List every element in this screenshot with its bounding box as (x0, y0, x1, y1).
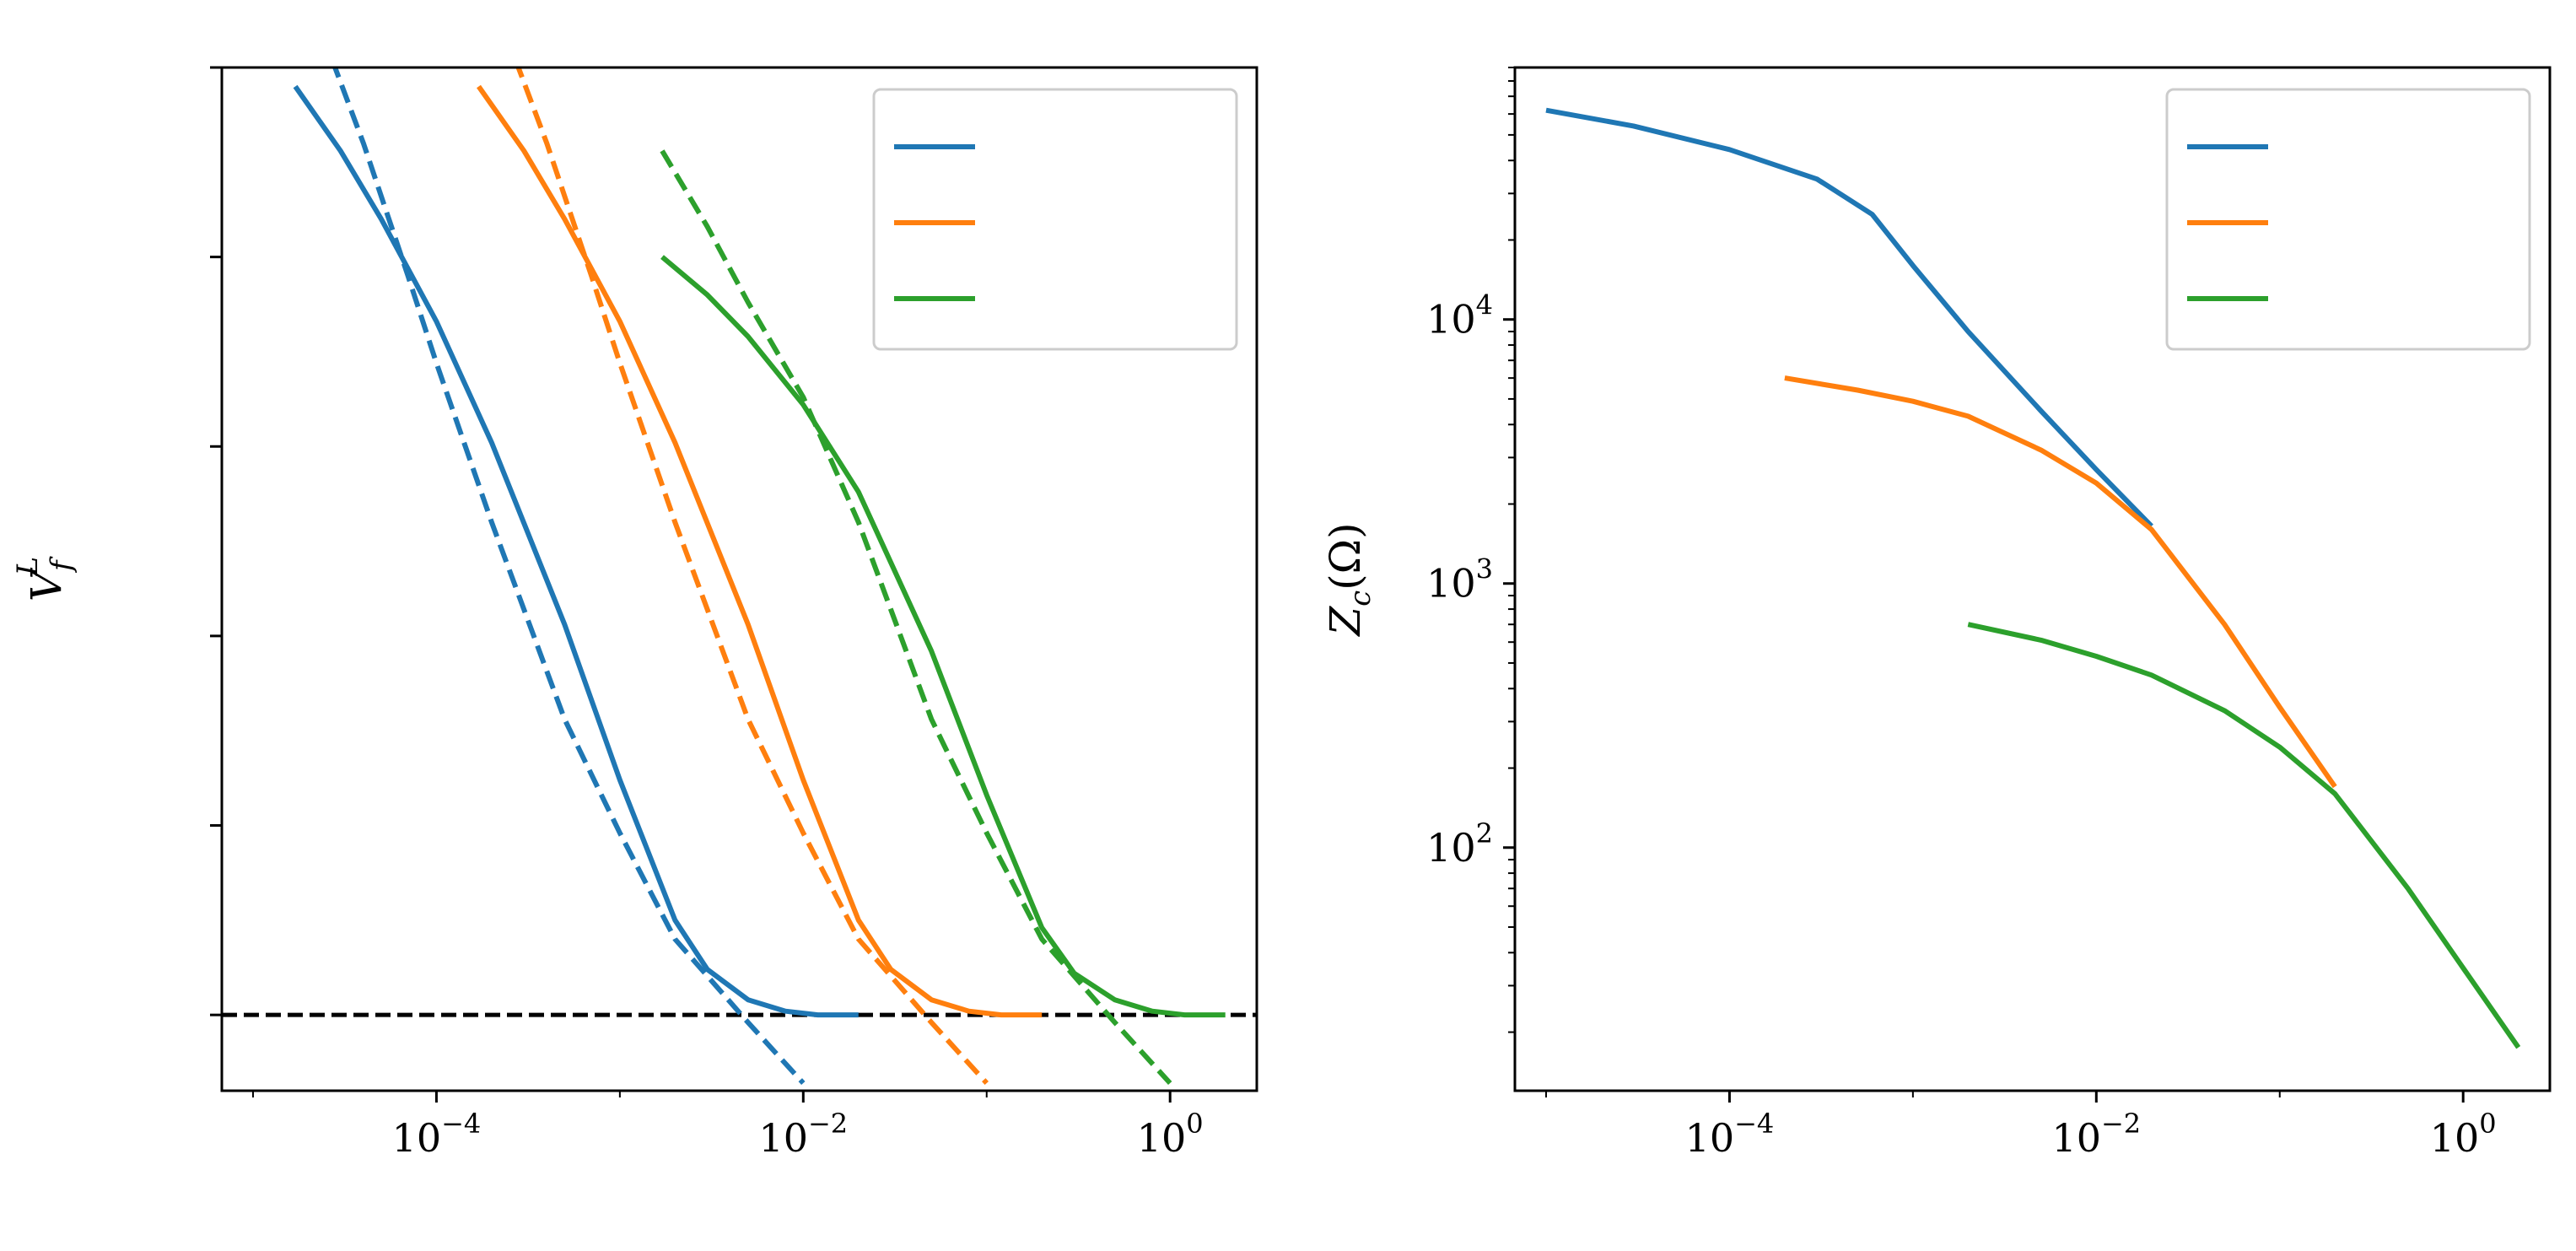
y-tick-base: 10 (1426, 297, 1476, 342)
series-line-5 (660, 149, 1172, 1086)
x-tick-label: 10−4 (392, 1108, 482, 1161)
x-tick-exponent: −4 (441, 1108, 481, 1140)
x-tick-label: 100 (1137, 1108, 1204, 1161)
series-line-0 (293, 84, 859, 1018)
y-tick-base: 10 (1426, 561, 1476, 607)
legend-frame (872, 88, 1238, 351)
x-tick-base: 10 (1685, 1115, 1735, 1161)
y-tick-label: 104 (1426, 289, 1493, 342)
x-tick-exponent: −2 (2101, 1108, 2141, 1140)
y-axis-label-main: V (22, 567, 71, 601)
series-line-2 (1967, 622, 2521, 1049)
y-axis-label-subscript: c (1344, 590, 1377, 607)
y-axis-label: VfL (11, 556, 78, 601)
x-tick-base: 10 (392, 1115, 442, 1161)
x-tick-base: 10 (2051, 1115, 2101, 1161)
x-tick-label: 10−4 (1685, 1108, 1775, 1161)
x-tick-exponent: −2 (808, 1108, 848, 1140)
series-line-3 (515, 67, 989, 1086)
y-axis-label-unit: (Ω) (1321, 522, 1370, 590)
x-tick-base: 10 (1137, 1115, 1187, 1161)
y-tick-exponent: 2 (1476, 817, 1493, 849)
legend-frame (2165, 88, 2531, 351)
legend (872, 88, 1238, 351)
series-line-1 (1784, 375, 2337, 789)
plot-area (222, 67, 1257, 1086)
x-tick-label: 100 (2430, 1108, 2497, 1161)
x-tick-label: 10−2 (758, 1108, 848, 1161)
y-tick-label: 102 (1426, 817, 1493, 871)
series-line-1 (331, 67, 806, 1086)
x-tick-base: 10 (2430, 1115, 2480, 1161)
y-axis-label: Zc(Ω) (1321, 522, 1377, 637)
series-line-4 (660, 255, 1226, 1018)
legend (2165, 88, 2531, 351)
y-axis-label-main: Z (1321, 606, 1370, 638)
y-tick-base: 10 (1426, 825, 1476, 871)
y-tick-label: 103 (1426, 553, 1493, 607)
series-line-2 (477, 84, 1043, 1018)
x-tick-exponent: −4 (1734, 1108, 1774, 1140)
axes-frame (220, 66, 1258, 1092)
y-tick-exponent: 4 (1476, 289, 1493, 321)
series-line-0 (1545, 107, 2153, 528)
x-tick-exponent: 0 (2479, 1108, 2496, 1140)
y-tick-exponent: 3 (1476, 553, 1493, 585)
y-axis-label-subscript: f (45, 556, 78, 574)
axes-frame (1513, 66, 2552, 1092)
x-tick-label: 10−2 (2051, 1108, 2141, 1161)
x-tick-base: 10 (758, 1115, 808, 1161)
y-axis-label-superscript: L (11, 557, 45, 577)
plot-area (1545, 107, 2521, 1049)
x-tick-exponent: 0 (1186, 1108, 1203, 1140)
